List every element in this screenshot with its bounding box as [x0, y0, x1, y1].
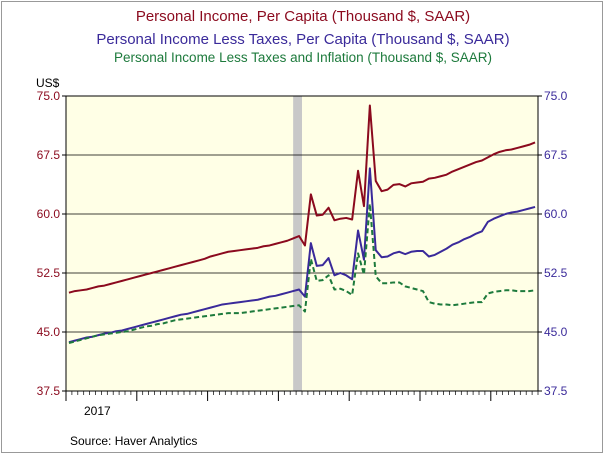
y-tick-label-left: 67.5: [37, 148, 61, 162]
y-axis-unit-label: US$: [36, 76, 60, 90]
y-tick-label-right: 37.5: [544, 384, 568, 398]
chart-title-line-1: Personal Income, Per Capita (Thousand $,…: [135, 8, 471, 25]
y-tick-label-left: 45.0: [37, 325, 61, 339]
series-line-3: [68, 202, 536, 344]
y-tick-label-left: 60.0: [37, 207, 61, 221]
source-note: Source: Haver Analytics: [70, 434, 198, 448]
series-line-2: [68, 167, 536, 344]
y-tick-label-right: 45.0: [544, 325, 568, 339]
chart-title-line-3: Personal Income Less Taxes and Inflation…: [114, 50, 492, 65]
y-tick-label-right: 67.5: [544, 148, 568, 162]
series-line-1: [68, 104, 536, 294]
y-tick-label-left: 52.5: [37, 266, 61, 280]
y-tick-label-left: 75.0: [37, 89, 61, 103]
chart-title-line-2: Personal Income Less Taxes, Per Capita (…: [96, 31, 510, 48]
y-tick-label-right: 52.5: [544, 266, 568, 280]
y-tick-label-right: 75.0: [544, 89, 568, 103]
recession-shade: [293, 96, 302, 391]
x-axis-year-label: 2017: [84, 404, 111, 418]
y-tick-label-left: 37.5: [37, 384, 61, 398]
y-tick-label-right: 60.0: [544, 207, 568, 221]
